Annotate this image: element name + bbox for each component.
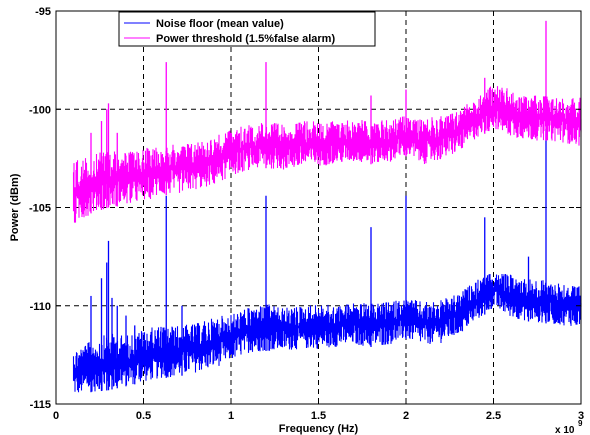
y-tick-label: -95 (35, 6, 51, 18)
series-0-trace (72, 274, 582, 393)
axis-ticks: 0 0.5 1 1.5 2 2.5 3 -115 -110 -105 -100 -95 (29, 6, 584, 422)
series-0 (72, 128, 582, 393)
x-tick-label: 1.5 (311, 410, 326, 422)
y-tick-label: -110 (30, 301, 51, 313)
x-tick-label: 2 (403, 410, 409, 422)
x-tick-label: 0.5 (136, 410, 151, 422)
y-axis-label: Power (dBm) (9, 173, 21, 241)
legend-label-power-threshold: Power threshold (1.5%false alarm) (156, 33, 335, 45)
x-tick-label: 0 (53, 410, 59, 422)
legend: Noise floor (mean value) Power threshold… (118, 11, 376, 47)
series-1-trace (72, 86, 582, 223)
x-tick-label: 2.5 (486, 410, 501, 422)
y-tick-label: -105 (29, 203, 51, 215)
y-tick-label: -100 (29, 104, 51, 116)
x-tick-label: 3 (578, 410, 584, 422)
series-1 (72, 20, 582, 223)
legend-box (118, 11, 376, 47)
x-axis-multiplier: x 10 (555, 425, 575, 435)
x-axis-label: Frequency (Hz) (279, 423, 359, 435)
y-tick-label: -115 (30, 399, 51, 411)
x-tick-label: 1 (228, 410, 234, 422)
plot-area (72, 20, 582, 393)
x-axis-multiplier-exponent: 9 (578, 419, 583, 428)
legend-label-noise-floor: Noise floor (mean value) (156, 18, 284, 30)
